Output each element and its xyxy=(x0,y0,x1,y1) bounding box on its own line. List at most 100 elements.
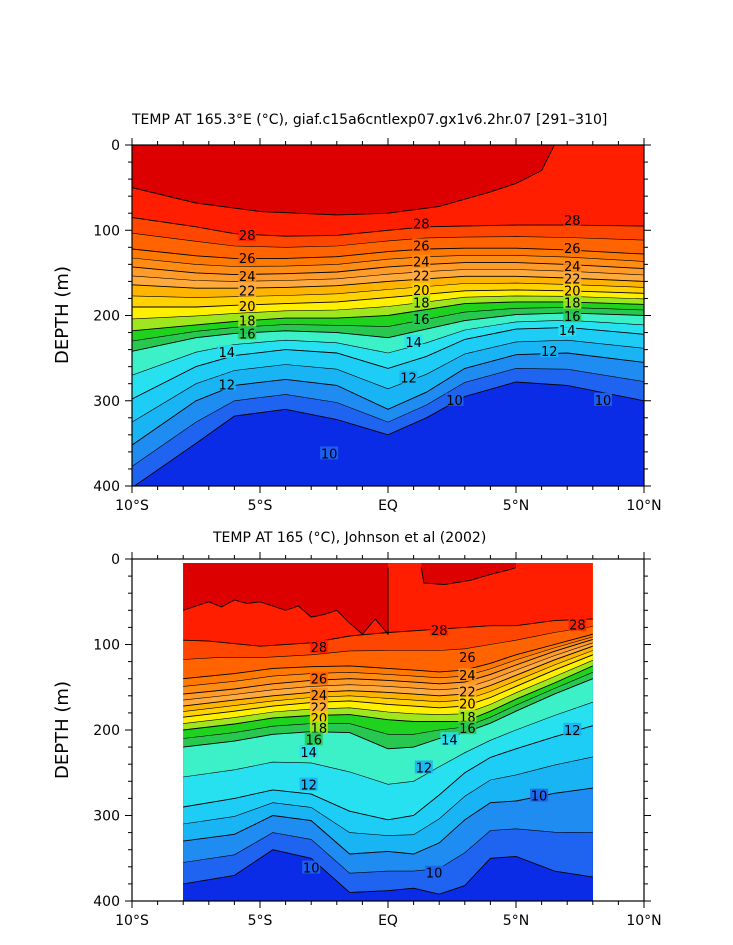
isotherm-line-24 xyxy=(183,638,593,695)
contour-label-22: 22 xyxy=(413,269,430,284)
contour-label-bg xyxy=(563,212,582,226)
contour-label-bg xyxy=(412,295,431,309)
isotherm-fill-15 xyxy=(183,678,593,785)
isotherm-line-23 xyxy=(132,269,644,282)
isotherm-fill-13 xyxy=(132,327,644,423)
isotherm-line-18 xyxy=(132,301,644,332)
panel-model-fills xyxy=(132,145,644,486)
panel-model-isotherms xyxy=(132,145,644,486)
contour-label-16: 16 xyxy=(459,722,476,737)
isotherm-line-19 xyxy=(183,660,593,724)
contour-label-12: 12 xyxy=(400,372,417,387)
contour-label-bg xyxy=(302,860,321,874)
contour-label-22: 22 xyxy=(239,285,256,300)
contour-label-bg xyxy=(412,238,431,252)
contour-label-bg xyxy=(309,687,328,701)
isotherm-line-13 xyxy=(183,756,593,836)
contour-label-10: 10 xyxy=(595,394,612,409)
contour-label-bg xyxy=(309,700,328,714)
isotherm-line-14 xyxy=(183,725,593,821)
isotherm-line-25 xyxy=(183,636,593,687)
x-tick-label: 10°S xyxy=(115,913,149,929)
contour-label-bg xyxy=(458,668,477,682)
contour-label-bg xyxy=(309,721,328,735)
contour-label-20: 20 xyxy=(413,284,430,299)
contour-label-bg xyxy=(458,710,477,724)
isotherm-line-20 xyxy=(132,289,644,308)
isotherm-line-29-5 xyxy=(420,567,517,586)
contour-label-bg xyxy=(238,269,257,283)
contour-label-10: 10 xyxy=(426,867,443,882)
contour-label-bg xyxy=(540,344,559,358)
contour-label-bg xyxy=(217,345,236,359)
panel-obs-ylabel: DEPTH (m) xyxy=(52,681,73,779)
contour-label-bg xyxy=(309,710,328,724)
contour-label-14: 14 xyxy=(441,733,458,748)
contour-label-bg xyxy=(563,241,582,255)
panel-obs-title: TEMP AT 165 (°C), Johnson et al (2002) xyxy=(212,530,486,546)
isotherm-line-15 xyxy=(183,701,593,785)
contour-label-bg xyxy=(238,228,257,242)
contour-label-bg xyxy=(440,732,459,746)
isotherm-fill-29 xyxy=(132,145,555,215)
isotherm-line-20 xyxy=(183,654,593,718)
contour-label-12: 12 xyxy=(564,724,581,739)
isotherm-fill-15 xyxy=(132,312,644,376)
y-tick-label: 200 xyxy=(93,723,120,739)
contour-label-bg xyxy=(568,617,587,631)
contour-label-12: 12 xyxy=(416,761,433,776)
contour-label-bg xyxy=(238,283,257,297)
contour-label-bg xyxy=(320,446,339,460)
isotherm-line-19 xyxy=(132,295,644,320)
x-tick-label: EQ xyxy=(378,498,398,514)
contour-label-28: 28 xyxy=(564,214,581,229)
isotherm-fill-11 xyxy=(183,788,593,874)
contour-label-24: 24 xyxy=(413,256,430,271)
contour-label-bg xyxy=(458,650,477,664)
contour-label-bg xyxy=(309,671,328,685)
contour-label-10: 10 xyxy=(303,862,320,877)
panel-model-ylabel: DEPTH (m) xyxy=(52,266,73,364)
y-tick-label: 0 xyxy=(111,138,120,154)
contour-label-bg xyxy=(563,283,582,297)
isotherm-line-12 xyxy=(132,352,644,446)
isotherm-line-22 xyxy=(132,275,644,289)
isotherm-line-10 xyxy=(183,849,593,895)
x-tick-label: 5°S xyxy=(248,913,273,929)
panel-obs-isotherms xyxy=(183,567,593,895)
x-tick-label: 5°S xyxy=(248,498,273,514)
contour-label-12: 12 xyxy=(300,779,317,794)
contour-label-16: 16 xyxy=(239,327,256,342)
contour-label-bg xyxy=(238,298,257,312)
isotherm-line-29 xyxy=(132,145,555,216)
isotherm-fill-23 xyxy=(183,639,593,701)
contour-label-bg xyxy=(412,311,431,325)
isotherm-line-26 xyxy=(132,247,644,259)
y-tick-label: 100 xyxy=(93,638,120,654)
isotherm-fill-17 xyxy=(183,665,593,739)
contour-label-bg xyxy=(238,313,257,327)
x-tick-label: 10°N xyxy=(626,913,661,929)
isotherm-fill-29-5 xyxy=(421,563,516,585)
contour-label-bg xyxy=(458,721,477,735)
isotherm-line-21 xyxy=(132,282,644,298)
y-tick-label: 300 xyxy=(93,394,120,410)
contour-label-12: 12 xyxy=(218,378,235,393)
contour-label-14: 14 xyxy=(300,746,317,761)
contour-label-28: 28 xyxy=(311,641,328,656)
isotherm-line-11 xyxy=(183,828,593,874)
contour-label-26: 26 xyxy=(239,252,256,267)
contour-label-26: 26 xyxy=(311,673,328,688)
isotherm-line-17 xyxy=(183,672,593,739)
x-tick-label: 10°S xyxy=(115,498,149,514)
isotherm-fill-25 xyxy=(183,634,593,687)
contour-label-bg xyxy=(563,722,582,736)
isotherm-line-18 xyxy=(183,665,593,731)
x-tick-label: 10°N xyxy=(626,498,661,514)
panel-obs-ticks: 10°S 5°S EQ 5°N 10°N 0 100 200 300 400 xyxy=(93,552,662,929)
isotherm-fill-17 xyxy=(132,301,644,342)
panel-obs: TEMP AT 165 (°C), Johnson et al (2002) 2… xyxy=(52,530,662,929)
